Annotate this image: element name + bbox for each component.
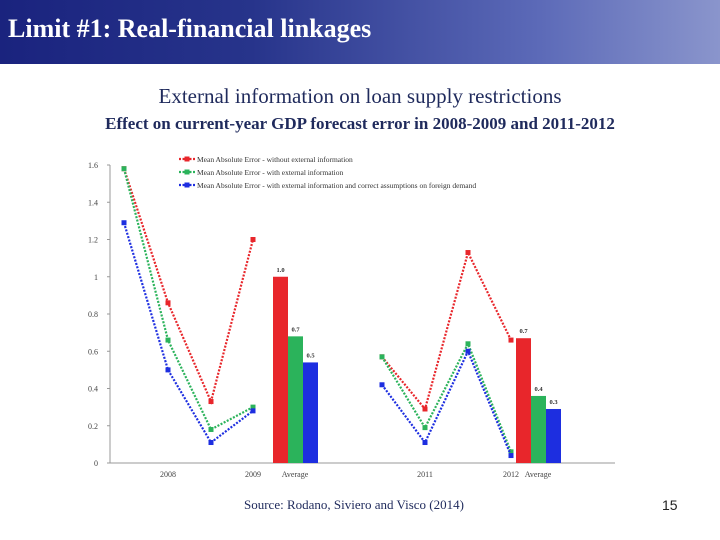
data-point xyxy=(422,406,428,412)
source-note: Source: Rodano, Siviero and Visco (2014) xyxy=(244,497,464,512)
legend-label: Mean Absolute Error - with external info… xyxy=(197,181,476,190)
data-point xyxy=(121,220,127,226)
average-bar xyxy=(516,338,531,463)
bar-data-label: 0.7 xyxy=(291,326,300,333)
y-tick-label: 1.4 xyxy=(88,198,98,207)
y-tick-label: 1.2 xyxy=(88,236,98,245)
y-tick-label: 1.6 xyxy=(88,161,98,170)
y-tick-label: 0.4 xyxy=(88,385,98,394)
x-tick-label: Average xyxy=(525,470,552,479)
bar-data-label: 0.3 xyxy=(549,399,558,406)
y-tick-label: 0.2 xyxy=(88,422,98,431)
average-bar xyxy=(288,336,303,463)
legend-marker xyxy=(184,156,190,162)
bar-data-label: 0.5 xyxy=(306,352,315,359)
data-point xyxy=(422,440,428,446)
bar-data-label: 0.4 xyxy=(534,386,543,393)
y-tick-label: 0 xyxy=(94,459,98,468)
legend-label: Mean Absolute Error - without external i… xyxy=(197,155,353,164)
x-tick-label: 2012 xyxy=(503,470,519,479)
x-tick-label: 2011 xyxy=(417,470,433,479)
series-line xyxy=(122,168,254,431)
average-bar xyxy=(273,276,288,463)
data-point xyxy=(508,453,514,459)
series-line xyxy=(381,249,512,412)
data-point xyxy=(465,348,471,354)
data-point xyxy=(121,166,127,172)
slide-title: Limit #1: Real-financial linkages xyxy=(8,14,372,43)
bar-data-label: 0.7 xyxy=(519,328,528,335)
page-number: 15 xyxy=(662,497,678,513)
legend-marker xyxy=(184,169,190,175)
data-point xyxy=(208,440,214,446)
average-bar xyxy=(531,395,546,463)
y-tick-label: 1 xyxy=(94,273,98,282)
data-point xyxy=(508,337,514,343)
series-line xyxy=(122,222,254,445)
data-point xyxy=(165,337,171,343)
data-point xyxy=(250,404,256,410)
data-point xyxy=(165,367,171,373)
average-bar xyxy=(303,362,318,463)
series-line xyxy=(381,348,513,456)
data-point xyxy=(379,382,385,388)
chart-heading: External information on loan supply rest… xyxy=(158,84,562,108)
data-point xyxy=(250,237,256,242)
x-tick-label: Average xyxy=(282,470,309,479)
legend-label: Mean Absolute Error - with external info… xyxy=(197,168,343,177)
data-point xyxy=(508,449,514,455)
data-point xyxy=(208,399,214,405)
x-tick-label: 2009 xyxy=(245,470,261,479)
data-point xyxy=(165,300,171,306)
legend-marker xyxy=(184,182,190,188)
series-line xyxy=(122,168,255,405)
y-tick-label: 0.6 xyxy=(88,347,98,356)
x-tick-label: 2008 xyxy=(160,470,176,479)
average-bar xyxy=(546,408,561,463)
data-point xyxy=(422,425,428,431)
data-point xyxy=(208,426,214,432)
series-line xyxy=(381,341,513,453)
bar-data-label: 1.0 xyxy=(276,267,284,274)
chart-subheading: Effect on current-year GDP forecast erro… xyxy=(105,114,615,133)
data-point xyxy=(465,250,471,256)
data-point xyxy=(379,354,385,360)
title-bar: Limit #1: Real-financial linkages xyxy=(0,0,720,64)
data-point xyxy=(250,408,256,414)
y-tick-label: 0.8 xyxy=(88,310,98,319)
gdp-forecast-error-chart: 0 0.2 0.4 0.6 0.8 1 1.2 1.4 1.6 2008 2009 Average 20… xyxy=(88,155,615,479)
data-point xyxy=(465,341,471,347)
